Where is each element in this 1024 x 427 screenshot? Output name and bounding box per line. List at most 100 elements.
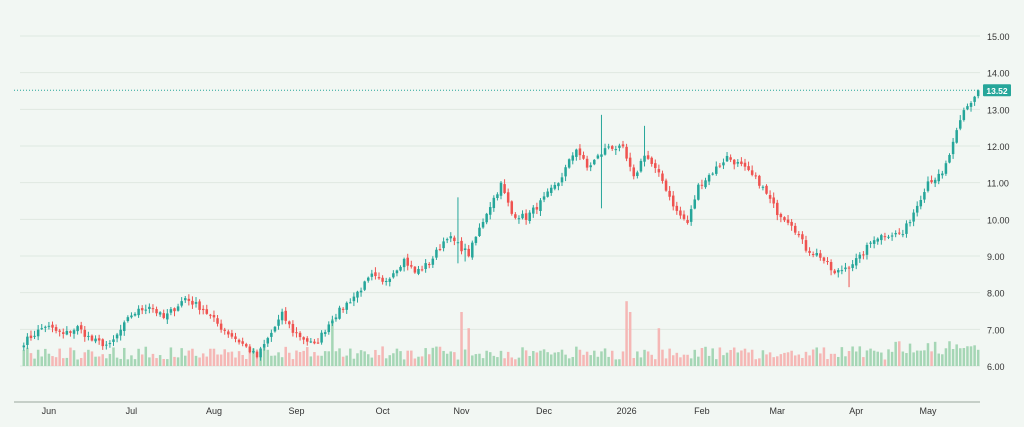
volume-bar — [668, 348, 671, 366]
candle-body — [209, 314, 212, 316]
candle-body — [374, 272, 377, 277]
volume-bar — [166, 359, 169, 366]
candle-body — [955, 130, 958, 143]
candle-body — [435, 249, 438, 258]
volume-bar — [811, 349, 815, 366]
candle-body — [227, 331, 230, 335]
volume-bar — [471, 355, 474, 366]
volume-bar — [241, 355, 244, 366]
volume-bar — [851, 346, 854, 366]
volume-bar — [682, 354, 686, 366]
volume-bar — [844, 356, 847, 366]
volume-bar — [783, 352, 786, 366]
volume-bar — [395, 348, 399, 366]
candle-body — [528, 212, 531, 221]
candle-body — [302, 337, 305, 340]
volume-bar — [955, 344, 958, 366]
volume-bar — [327, 351, 331, 366]
volume-bar — [244, 358, 248, 366]
volume-bar — [768, 352, 772, 366]
candle-body — [356, 291, 359, 298]
candle-body — [212, 315, 216, 318]
candle-body — [585, 158, 589, 168]
candle-body — [639, 160, 643, 172]
candle-body — [144, 309, 148, 311]
volume-bar — [901, 351, 905, 366]
volume-bar — [381, 346, 384, 366]
volume-bar — [169, 347, 173, 366]
volume-bar — [740, 350, 743, 366]
y-tick-label: 11.00 — [987, 179, 1009, 189]
candle-body — [442, 241, 445, 249]
volume-bar — [427, 354, 431, 366]
volume-bar — [976, 349, 980, 366]
x-tick-label: Feb — [694, 406, 710, 416]
volume-bar — [689, 358, 693, 366]
candle-body — [76, 326, 79, 332]
candle-body — [976, 90, 980, 97]
x-tick-label: Apr — [849, 406, 863, 416]
candle-body — [654, 163, 657, 169]
candle-body — [503, 184, 506, 193]
candle-body — [546, 191, 549, 197]
candle-body — [273, 326, 277, 332]
volume-bar — [679, 357, 682, 366]
candle-body — [596, 155, 600, 159]
volume-bar — [779, 354, 783, 366]
volume-bar — [320, 355, 323, 366]
candle-body — [549, 187, 553, 193]
volume-bar — [158, 355, 162, 366]
candle-body — [686, 219, 689, 223]
volume-bar — [216, 354, 219, 366]
volume-bar — [187, 350, 191, 366]
candle-body — [230, 333, 234, 337]
volume-bar — [951, 348, 955, 366]
volume-bar — [499, 350, 503, 366]
volume-bar — [108, 353, 112, 366]
volume-bar — [402, 359, 406, 366]
volume-bar — [912, 352, 915, 366]
x-tick-label: Jun — [42, 406, 57, 416]
x-tick-label: Dec — [536, 406, 553, 416]
candle-body — [715, 166, 718, 174]
candle-body — [679, 210, 682, 216]
candle-body — [786, 219, 790, 223]
volume-bar — [560, 349, 564, 366]
volume-bar — [532, 351, 535, 366]
volume-bar — [661, 349, 664, 366]
volume-bar — [829, 353, 833, 366]
volume-bar — [291, 359, 295, 366]
candle-body — [718, 165, 722, 167]
candle-body — [298, 332, 302, 338]
volume-bar — [435, 346, 438, 366]
candle-body — [736, 162, 740, 164]
volume-bar — [510, 357, 514, 366]
volume-bar — [277, 352, 280, 366]
volume-bar — [478, 353, 481, 366]
volume-bar — [654, 359, 657, 366]
volume-bar — [137, 348, 140, 366]
candle-body — [370, 273, 374, 277]
candle-body — [349, 302, 352, 304]
y-tick-label: 8.00 — [987, 289, 1005, 299]
candle-body — [420, 269, 424, 271]
candle-body — [291, 323, 295, 333]
x-tick-label: May — [919, 406, 937, 416]
candle-body — [496, 194, 499, 199]
candle-body — [804, 240, 808, 251]
volume-bar — [639, 357, 643, 366]
volume-bar — [822, 347, 826, 366]
candle-body — [898, 232, 901, 234]
candle-body — [155, 309, 158, 314]
candle-body — [532, 207, 535, 214]
volume-bar — [334, 351, 338, 366]
volume-bar — [650, 354, 653, 366]
x-tick-label: 2026 — [617, 406, 637, 416]
candle-body — [241, 341, 244, 344]
grid-layer — [20, 35, 980, 367]
volume-bar — [826, 359, 829, 366]
volume-bar — [732, 347, 736, 366]
candle-body — [700, 184, 704, 186]
